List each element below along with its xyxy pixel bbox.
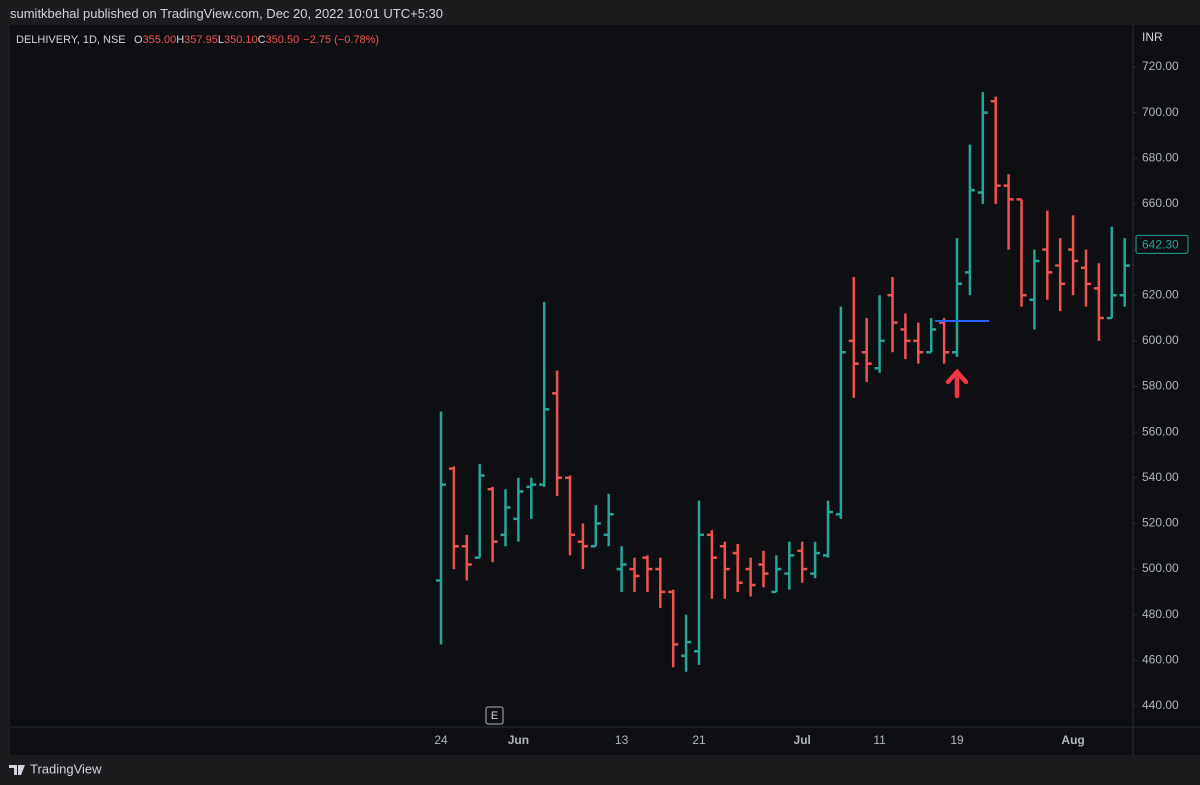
publish-info: sumitkbehal published on TradingView.com… [10, 6, 443, 21]
arrow-annotation [945, 368, 969, 399]
currency: INR [1142, 30, 1163, 44]
brand: TradingView [30, 761, 102, 776]
ohlc-key: L [218, 34, 224, 46]
ohlc-key: O [134, 34, 143, 46]
y-tick-label: 540.00 [1142, 470, 1179, 484]
chart-background [10, 25, 1200, 755]
y-tick-label: 480.00 [1142, 607, 1179, 621]
earnings-icon[interactable] [485, 706, 504, 725]
last-price-label: 642.30 [1142, 237, 1179, 251]
x-tick-label: Jul [794, 733, 811, 747]
y-tick-label: 700.00 [1142, 105, 1179, 119]
change: −2.75 (−0.78%) [303, 34, 379, 46]
y-tick-label: 720.00 [1142, 59, 1179, 73]
x-tick-label: Jun [508, 733, 529, 747]
symbol: DELHIVERY, 1D, NSE [16, 34, 126, 46]
y-tick-label: 680.00 [1142, 150, 1179, 164]
ohlc-value: 350.10 [224, 34, 258, 46]
ohlc-value: 357.95 [184, 34, 218, 46]
x-tick-label: 24 [434, 733, 448, 747]
earnings-marker[interactable]: E [491, 710, 498, 722]
ohlc-value: 350.50 [266, 34, 300, 46]
x-tick-label: 11 [873, 733, 886, 747]
y-tick-label: 600.00 [1142, 333, 1179, 347]
ohlc-value: 355.00 [143, 34, 177, 46]
ohlc-values: O355.00H357.95L350.10C350.50 −2.75 (−0.78… [134, 34, 379, 46]
y-tick-label: 460.00 [1142, 653, 1179, 667]
x-tick-label: Aug [1061, 733, 1084, 747]
y-tick-label: 500.00 [1142, 561, 1179, 575]
x-tick-label: 21 [692, 733, 706, 747]
x-tick-label: 13 [615, 733, 629, 747]
y-tick-label: 660.00 [1142, 196, 1179, 210]
x-tick-label: 19 [950, 733, 964, 747]
y-tick-label: 520.00 [1142, 516, 1179, 530]
brand-logo [9, 765, 25, 775]
y-tick-label: 620.00 [1142, 287, 1179, 301]
y-tick-label: 560.00 [1142, 424, 1179, 438]
last-price-badge [1135, 234, 1189, 254]
ohlc-key: H [176, 34, 184, 46]
ohlc-legend: O355.00H357.95L350.10C350.50 −2.75 (−0.78… [134, 34, 379, 46]
ohlc-key: C [258, 34, 266, 46]
y-tick-label: 440.00 [1142, 698, 1179, 712]
y-tick-label: 580.00 [1142, 379, 1179, 393]
